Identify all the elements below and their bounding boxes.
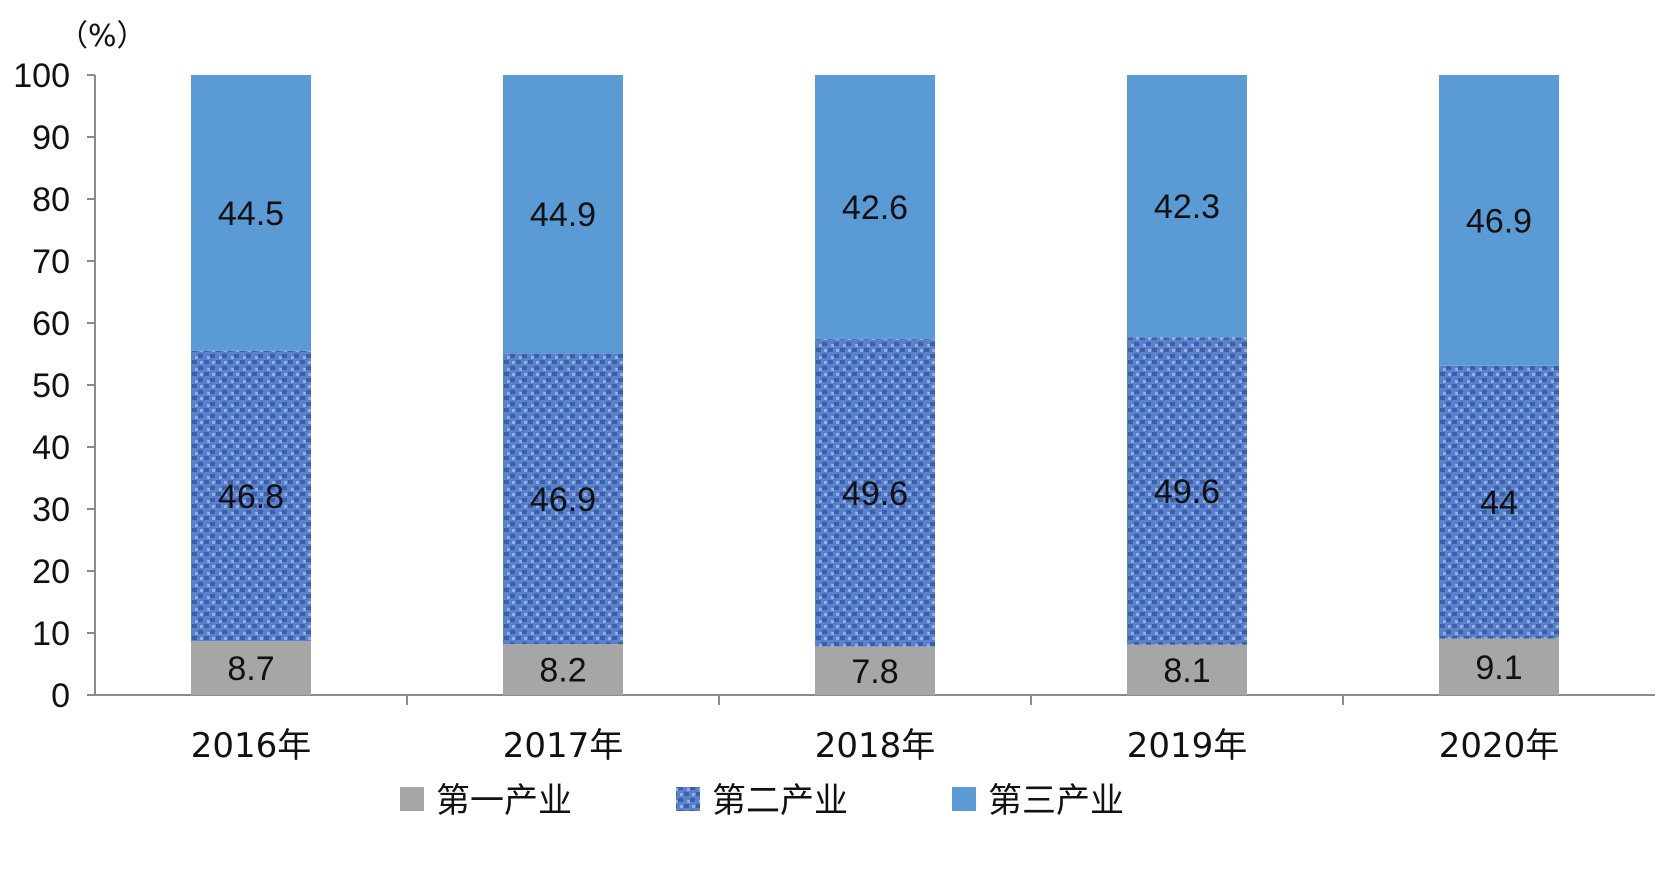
bar-segment [1439, 75, 1559, 366]
data-label: 46.9 [1466, 202, 1532, 240]
y-tick-label: 60 [32, 305, 70, 343]
bar-segment [815, 646, 935, 695]
data-label: 49.6 [842, 475, 908, 513]
x-tick-label: 2016年 [191, 726, 312, 766]
data-label: 44.5 [218, 195, 284, 233]
x-tick-label: 2017年 [503, 726, 624, 766]
bars: 8.7 46.8 44.5 2016年 8.2 46.9 44.9 2017年 7.8 49.6 4… [191, 75, 1560, 766]
bar-segment [1127, 644, 1247, 695]
bar-segment [1439, 365, 1559, 639]
data-label: 46.9 [530, 481, 596, 519]
bar-segment [191, 350, 311, 642]
bar-segment [503, 75, 623, 354]
legend-label: 第一产业 [436, 781, 572, 821]
y-axis-unit-label: （%） [58, 19, 147, 54]
data-label: 46.8 [218, 478, 284, 516]
legend-swatch [400, 787, 424, 811]
bar-segment [815, 75, 935, 340]
y-tick-label: 90 [32, 119, 70, 157]
y-tick-label: 40 [32, 429, 70, 467]
bar-segment [815, 339, 935, 647]
bar-segment [1439, 638, 1559, 695]
legend: 第一产业 第二产业 第三产业 [400, 781, 1124, 821]
data-label: 8.2 [539, 652, 586, 690]
bar-segment [191, 75, 311, 351]
legend-label: 第二产业 [712, 781, 848, 821]
y-tick-label: 20 [32, 553, 70, 591]
data-label: 49.6 [1154, 473, 1220, 511]
y-tick-label: 30 [32, 491, 70, 529]
data-label: 44 [1480, 484, 1518, 522]
y-tick-label: 0 [51, 677, 70, 715]
data-label: 8.1 [1163, 652, 1210, 690]
bar-segment [191, 641, 311, 695]
data-label: 7.8 [851, 653, 898, 691]
bar-segment [1127, 337, 1247, 645]
data-label: 42.3 [1154, 188, 1220, 226]
bar-segment [503, 644, 623, 695]
x-tick-label: 2019年 [1127, 726, 1248, 766]
y-tick-label: 70 [32, 243, 70, 281]
y-tick-label: 100 [13, 57, 70, 95]
y-tick-label: 80 [32, 181, 70, 219]
x-tick-label: 2020年 [1439, 726, 1560, 766]
data-label: 42.6 [842, 189, 908, 227]
legend-label: 第三产业 [988, 781, 1124, 821]
bar-segment [503, 353, 623, 645]
data-label: 44.9 [530, 196, 596, 234]
axes: 0 10 20 30 40 50 60 70 80 90 100 [13, 57, 1655, 715]
legend-swatch [952, 787, 976, 811]
legend-swatch [676, 787, 700, 811]
y-tick-label: 10 [32, 615, 70, 653]
y-tick-label: 50 [32, 367, 70, 405]
data-label: 8.7 [227, 650, 274, 688]
data-label: 9.1 [1475, 649, 1522, 687]
bar-segment [1127, 75, 1247, 338]
x-tick-label: 2018年 [815, 726, 936, 766]
